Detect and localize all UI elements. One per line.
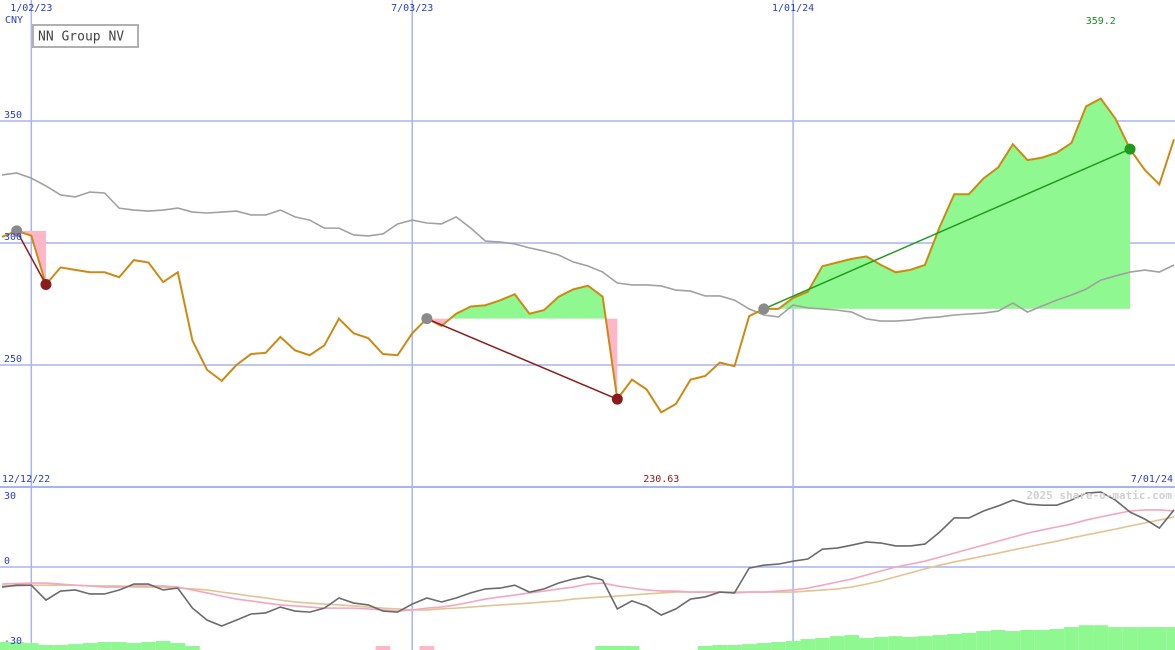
trade-exit-marker (1124, 143, 1136, 155)
bar (902, 636, 918, 650)
x-tick-label: 12/12/22 (2, 474, 50, 485)
bar (1078, 625, 1094, 650)
text-layer: CNY NN Group NV 2025 share-o-matic.com 1… (2, 3, 1173, 647)
bar (756, 643, 772, 650)
bar (1034, 629, 1050, 650)
bar (771, 641, 786, 650)
bar (888, 636, 903, 650)
bar (873, 636, 889, 650)
trade-exit-marker (40, 278, 52, 290)
y-tick-label: 30 (4, 491, 16, 502)
trade-entry-marker (421, 313, 433, 325)
y-tick-label: -30 (4, 636, 22, 647)
series-line (2, 516, 1175, 611)
y-tick-label: 350 (4, 110, 22, 121)
bar (785, 640, 801, 650)
x-tick-label: 7/01/24 (1131, 474, 1173, 485)
trade-line (426, 317, 618, 400)
bar (624, 645, 640, 650)
bar (111, 641, 127, 650)
bar (38, 644, 54, 650)
bar (946, 633, 962, 650)
bar (961, 632, 977, 650)
x-tick-label: 1/02/23 (10, 3, 52, 14)
bar (990, 629, 1006, 650)
bar (9, 641, 24, 650)
bar (1137, 627, 1153, 650)
bar (1093, 625, 1109, 650)
bar (1020, 629, 1035, 650)
bar (23, 643, 39, 650)
bar (1005, 631, 1021, 650)
bar (976, 631, 991, 650)
trade-gain-area (763, 98, 1131, 309)
low-label: 230.63 (643, 474, 679, 485)
bar (712, 644, 728, 650)
bar (82, 643, 98, 650)
bar (1122, 627, 1138, 650)
bar (375, 645, 391, 650)
trade-line (763, 148, 1131, 310)
bar (126, 643, 142, 650)
bar (815, 637, 830, 650)
line-layer (1, 97, 1175, 627)
x-tick-label: 7/03/23 (391, 3, 433, 14)
bar (829, 636, 845, 650)
bar (97, 641, 112, 650)
chart-title: NN Group NV (38, 30, 124, 45)
bar (844, 635, 860, 650)
bar (727, 644, 742, 650)
bar (859, 637, 874, 650)
bar (697, 645, 713, 650)
bar (741, 644, 757, 650)
bar (67, 644, 83, 650)
bar (1166, 627, 1175, 650)
bar (1064, 627, 1079, 650)
trade-loss-area (16, 230, 46, 285)
currency-label: CNY (5, 15, 23, 26)
bar (185, 645, 200, 650)
bar (932, 635, 947, 650)
bar (595, 645, 610, 650)
trade-exit-marker (611, 393, 623, 405)
trade-line (15, 230, 47, 285)
series-line (1, 491, 1175, 627)
series-line (1, 97, 1175, 414)
bar (1152, 627, 1167, 650)
high-label: 359.2 (1086, 16, 1116, 27)
bar (155, 640, 171, 650)
bar (1049, 628, 1065, 650)
series-line (1, 172, 1175, 322)
bar (0, 641, 10, 650)
watermark: 2025 share-o-matic.com (1026, 489, 1172, 502)
bar (917, 636, 933, 650)
title-box (32, 24, 139, 48)
y-tick-label: 300 (4, 232, 22, 243)
trade-entry-marker (758, 303, 770, 315)
trade-gain-area (426, 285, 618, 319)
bar (1108, 627, 1123, 650)
bar (53, 644, 68, 650)
bar (170, 643, 186, 650)
bar (800, 639, 816, 650)
bar (609, 645, 625, 650)
series-line (1, 509, 1175, 612)
x-tick-label: 1/01/24 (772, 3, 814, 14)
trade-entry-marker (11, 225, 23, 237)
y-tick-label: 0 (4, 556, 10, 567)
bar (419, 645, 435, 650)
fill-layer (0, 98, 1175, 650)
y-tick-label: 250 (4, 354, 22, 365)
bar (141, 641, 156, 650)
